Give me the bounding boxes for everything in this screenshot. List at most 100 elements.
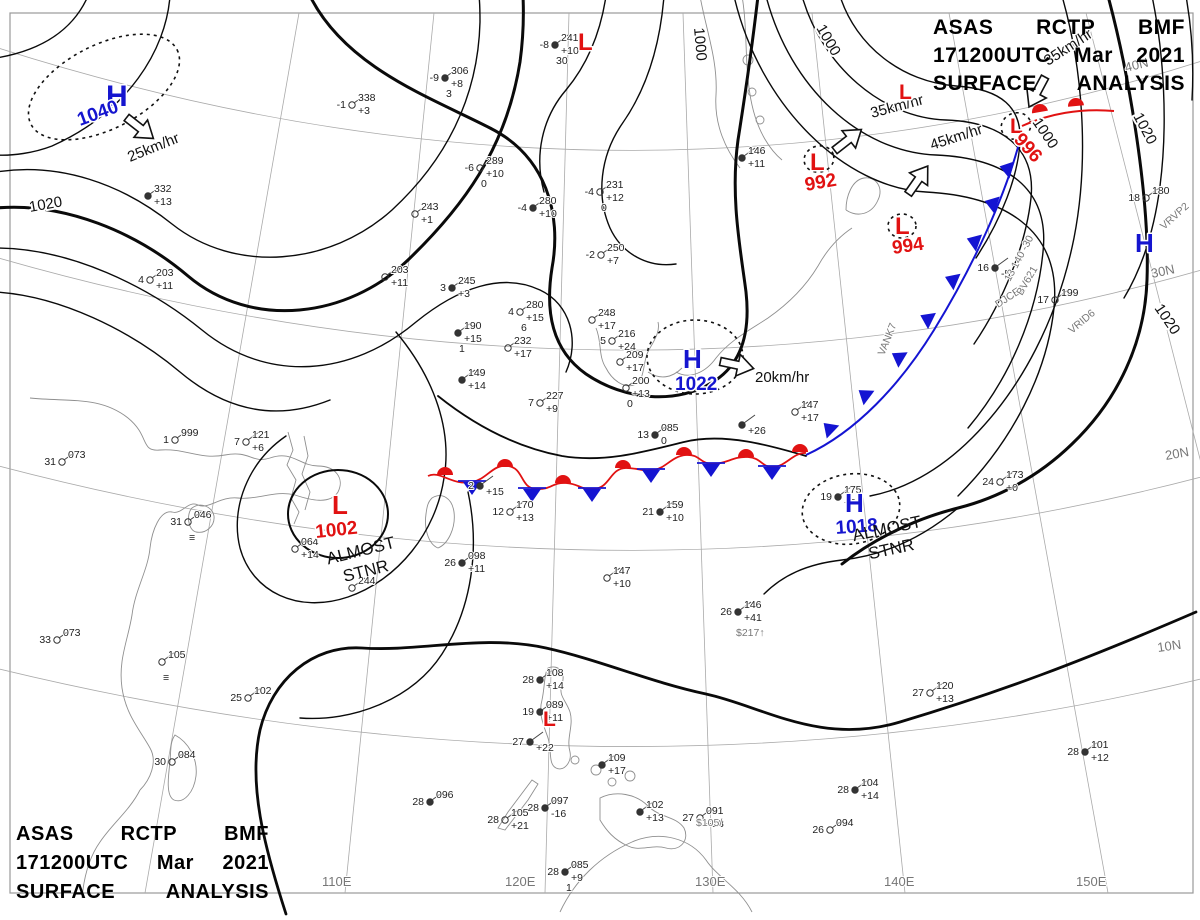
station-wind-barb xyxy=(149,185,162,195)
station-pressure: 248 xyxy=(598,307,616,319)
station-wind-barb xyxy=(541,392,554,402)
station-wind-barb xyxy=(556,34,569,44)
station-tendency: +1 xyxy=(421,214,433,226)
station-pressure: 170 xyxy=(516,499,534,511)
system-dotted-outline xyxy=(27,33,181,141)
station-pressure: 147 xyxy=(801,399,819,411)
station-wind-barb xyxy=(601,181,614,191)
station-wind-barb xyxy=(296,538,309,548)
station-temperature: -9 xyxy=(430,72,439,84)
station-temperature: 5 xyxy=(600,335,606,347)
meridian-110E xyxy=(344,12,435,894)
stationary-front-semicircle xyxy=(676,447,692,455)
coastline xyxy=(188,504,215,533)
station-wind-barb xyxy=(163,651,176,661)
coastline xyxy=(301,435,311,511)
station-wind-barb xyxy=(63,451,76,461)
station-tendency: +26 xyxy=(748,425,766,437)
station-pressure: 149 xyxy=(468,367,486,379)
longitude-label: 130E xyxy=(695,874,726,889)
station-circle xyxy=(458,376,466,384)
station-circle xyxy=(454,329,462,337)
warm-front-semicircle xyxy=(1032,104,1048,114)
isobar xyxy=(1185,0,1194,101)
stationary-front-semicircle xyxy=(555,475,571,483)
title-word: 2021 xyxy=(222,852,269,874)
title-word: RCTP xyxy=(1036,16,1096,39)
latitude-label: 30N xyxy=(1150,261,1176,281)
station-tendency: +3 xyxy=(458,288,470,300)
station-circle xyxy=(651,431,659,439)
station-pressure: 280 xyxy=(539,195,557,207)
station-tendency: +10 xyxy=(486,168,504,180)
station-weather: ≡ xyxy=(189,532,195,544)
coastline xyxy=(647,227,853,378)
high-pressure-symbol: H xyxy=(683,344,702,374)
station-wind-barb xyxy=(511,501,524,511)
title-word: Mar xyxy=(1074,44,1113,67)
low-pressure-symbol: L xyxy=(895,213,910,240)
station-tendency: +10 xyxy=(561,45,579,57)
isobar xyxy=(310,0,760,399)
latitude-label: 20N xyxy=(1164,444,1190,463)
station-wind-barb xyxy=(481,157,494,167)
isobar xyxy=(0,0,525,313)
isobar xyxy=(0,0,87,58)
title-word: BMF xyxy=(224,823,269,845)
station-wind-barb xyxy=(481,475,494,485)
station-wind-barb xyxy=(506,809,519,819)
station-circle xyxy=(1142,194,1150,202)
title-word: 171200UTC xyxy=(933,44,1051,67)
pressure-value-label: 1002 xyxy=(314,518,358,543)
title-word: SURFACE xyxy=(933,72,1037,95)
cold-front-triangle xyxy=(999,161,1015,179)
title-line: 171200UTC Mar 2021 xyxy=(933,42,1185,70)
station-temperature: -4 xyxy=(585,186,594,198)
station-tendency: +11 xyxy=(748,158,765,170)
station-pressure: 104 xyxy=(861,777,879,789)
station-circle xyxy=(996,478,1004,486)
system-dotted-outline xyxy=(801,472,901,546)
station-circle xyxy=(184,518,192,526)
station-pressure: 227 xyxy=(546,390,564,402)
chart-title-top-right: ASAS RCTP BMF 171200UTC Mar 2021 SURFACE ANALYS… xyxy=(933,14,1185,98)
wind-speed-label: 45km/hr xyxy=(928,121,985,154)
station-weather: ≡ xyxy=(163,672,169,684)
station-pressure: 209 xyxy=(626,349,644,361)
coastline xyxy=(559,835,753,913)
station-wind-barb xyxy=(386,266,399,276)
station-pressure: 102 xyxy=(254,685,272,697)
station-tendency: +12 xyxy=(606,192,624,204)
station-weather: 0 xyxy=(601,202,607,214)
station-wind-barb xyxy=(739,601,752,611)
station-circle xyxy=(168,758,176,766)
station-wind-barb xyxy=(173,751,186,761)
high-pressure-symbol: H xyxy=(1135,228,1154,258)
station-circle xyxy=(426,798,434,806)
station-tendency: +17 xyxy=(626,362,644,374)
station-wind-barb xyxy=(431,791,444,801)
station-wind-barb xyxy=(621,351,634,361)
low-pressure-symbol: L xyxy=(543,708,556,731)
station-wind-barb xyxy=(463,369,476,379)
station-temperature: 12 xyxy=(492,506,504,518)
station-circle xyxy=(1051,296,1059,304)
station-pressure: 085 xyxy=(661,422,679,434)
title-word: Mar xyxy=(156,852,194,874)
station-tendency: +11 xyxy=(156,280,173,292)
pressure-value-label: 992 xyxy=(803,170,838,196)
station-tendency: +15 xyxy=(464,333,482,345)
station-circle xyxy=(636,808,644,816)
coastline-island xyxy=(590,764,602,776)
station-wind-barb xyxy=(541,669,554,679)
station-pressure: 147 xyxy=(613,565,631,577)
station-pressure: 289 xyxy=(486,155,504,167)
station-wind-barb xyxy=(521,301,534,311)
station-weather: 0 xyxy=(481,178,487,190)
station-circle xyxy=(588,316,596,324)
station-temperature: 24 xyxy=(982,476,994,488)
station-tendency: +8 xyxy=(451,78,463,90)
low-pressure-symbol: L xyxy=(332,490,348,520)
coastline xyxy=(540,666,572,770)
title-word: SURFACE xyxy=(16,881,116,903)
